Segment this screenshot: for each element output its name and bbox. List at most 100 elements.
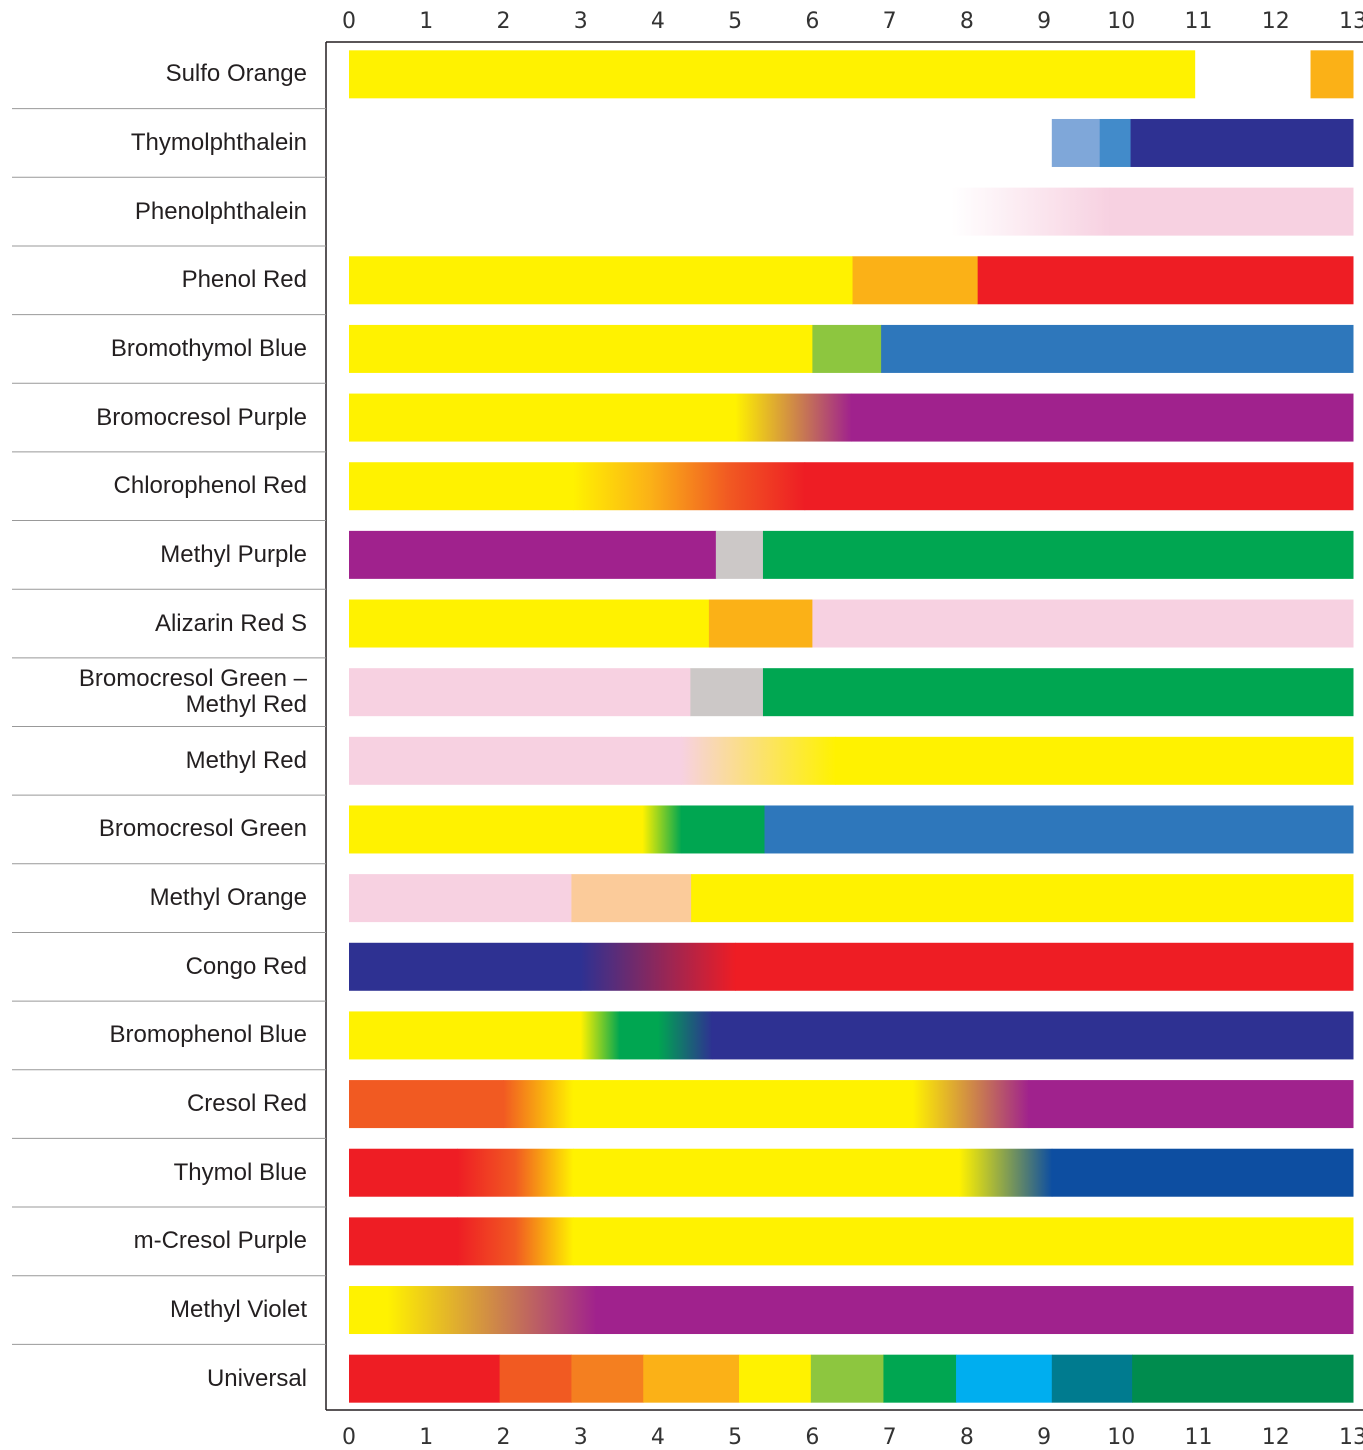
segment — [657, 1011, 713, 1060]
segment — [690, 668, 764, 717]
segment — [810, 1354, 884, 1403]
segment — [1099, 118, 1132, 167]
segment — [642, 805, 682, 854]
segment — [681, 805, 766, 854]
x-tick-label-bottom: 13 — [1339, 1425, 1363, 1450]
segment — [1130, 118, 1354, 167]
segment — [812, 599, 1354, 648]
segment — [572, 1217, 1354, 1266]
segment — [349, 256, 854, 305]
segment — [708, 599, 813, 648]
row-label: Bromophenol Blue — [109, 1021, 307, 1049]
row-label: Thymolphthalein — [130, 128, 307, 156]
segment — [571, 1354, 644, 1403]
segment — [1051, 1148, 1354, 1197]
x-tick-label-top: 8 — [960, 9, 974, 34]
x-tick-label-bottom: 12 — [1262, 1425, 1290, 1450]
segment — [580, 942, 736, 991]
segment — [349, 530, 717, 579]
x-tick-label-top: 3 — [574, 9, 588, 34]
row-label: m-Cresol Purple — [133, 1227, 307, 1255]
row-label: Thymol Blue — [173, 1158, 307, 1186]
segment — [715, 530, 764, 579]
segment — [852, 256, 979, 305]
x-tick-label-top: 5 — [728, 9, 742, 34]
x-tick-label-top: 2 — [496, 9, 510, 34]
segment — [457, 1148, 574, 1197]
x-tick-label-bottom: 5 — [728, 1425, 742, 1450]
segment — [977, 256, 1354, 305]
segment — [951, 187, 1111, 236]
x-tick-label-bottom: 2 — [496, 1425, 510, 1450]
x-tick-label-top: 0 — [342, 9, 356, 34]
segment — [643, 1354, 740, 1403]
row-label: Chlorophenol Red — [113, 472, 307, 500]
x-tick-label-top: 7 — [883, 9, 897, 34]
segment — [349, 1354, 501, 1403]
x-tick-label-bottom: 3 — [574, 1425, 588, 1450]
x-tick-label-bottom: 0 — [342, 1425, 356, 1450]
segment — [349, 599, 710, 648]
segment — [572, 1148, 960, 1197]
segment — [619, 1011, 659, 1060]
segment — [349, 50, 1196, 99]
segment — [912, 1080, 1030, 1129]
segment — [571, 874, 692, 923]
segment — [681, 736, 837, 785]
x-tick-label-bottom: 7 — [883, 1425, 897, 1450]
x-tick-label-top: 10 — [1107, 9, 1135, 34]
row-label: Bromocresol Green — [98, 815, 307, 843]
segment — [499, 1354, 572, 1403]
row-label: Sulfo Orange — [165, 60, 307, 88]
segment — [349, 1217, 458, 1266]
segment — [503, 1080, 574, 1129]
row-label: Universal — [206, 1364, 307, 1392]
segment — [349, 1148, 458, 1197]
row-label: Bromothymol Blue — [110, 334, 307, 362]
x-tick-label-bottom: 6 — [805, 1425, 819, 1450]
segment — [1109, 187, 1354, 236]
row-label: Congo Red — [185, 952, 307, 980]
segment — [349, 462, 574, 511]
segment — [349, 668, 691, 717]
segment — [580, 1011, 620, 1060]
segment — [1051, 1354, 1133, 1403]
segment — [762, 530, 1354, 579]
x-tick-label-top: 11 — [1185, 9, 1213, 34]
segment — [764, 805, 1354, 854]
segment — [956, 1354, 1053, 1403]
x-tick-label-bottom: 1 — [419, 1425, 433, 1450]
segment — [804, 462, 1354, 511]
segment — [349, 393, 736, 442]
segment — [835, 736, 1354, 785]
segment — [349, 1080, 504, 1129]
x-tick-label-top: 6 — [805, 9, 819, 34]
segment — [572, 1080, 914, 1129]
segment — [349, 942, 582, 991]
x-tick-label-top: 12 — [1262, 9, 1290, 34]
segment — [349, 324, 813, 373]
segment — [387, 1286, 597, 1335]
segment — [1028, 1080, 1354, 1129]
row-label: Bromocresol Purple — [96, 403, 307, 431]
x-tick-label-top: 9 — [1037, 9, 1051, 34]
row-label: Methyl Orange — [149, 884, 307, 912]
row-label: Methyl Violet — [170, 1296, 307, 1324]
x-tick-label-top: 4 — [651, 9, 665, 34]
segment — [851, 393, 1354, 442]
segment — [572, 462, 806, 511]
x-tick-label-top: 1 — [419, 9, 433, 34]
segment — [457, 1217, 574, 1266]
row-label: Alizarin Red S — [154, 609, 307, 637]
x-tick-label-bottom: 8 — [960, 1425, 974, 1450]
segment — [959, 1148, 1053, 1197]
segment — [739, 1354, 812, 1403]
segment — [881, 324, 1354, 373]
segment — [691, 874, 1354, 923]
segment — [1310, 50, 1354, 99]
segment — [762, 668, 1354, 717]
x-tick-label-top: 13 — [1339, 9, 1363, 34]
segment — [812, 324, 882, 373]
